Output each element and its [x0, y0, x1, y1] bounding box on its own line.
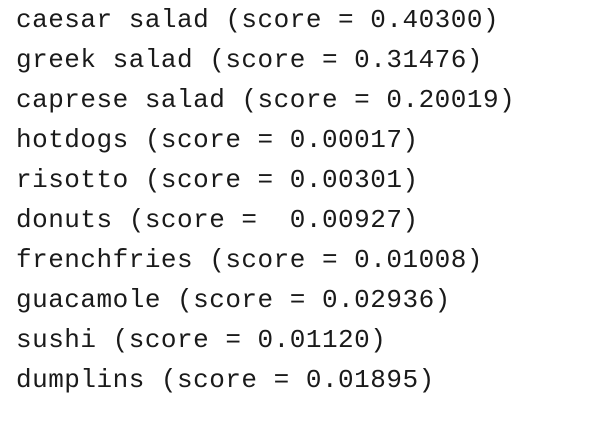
list-item: guacamole (score = 0.02936): [16, 285, 451, 315]
list-item: frenchfries (score = 0.01008): [16, 245, 483, 275]
list-item: risotto (score = 0.00301): [16, 165, 419, 195]
list-item: caprese salad (score = 0.20019): [16, 85, 516, 115]
list-item: hotdogs (score = 0.00017): [16, 125, 419, 155]
list-item: donuts (score = 0.00927): [16, 205, 419, 235]
list-item: dumplins (score = 0.01895): [16, 365, 435, 395]
score-list: caesar salad (score = 0.40300) greek sal…: [16, 0, 609, 400]
list-item: caesar salad (score = 0.40300): [16, 5, 500, 35]
list-item: sushi (score = 0.01120): [16, 325, 387, 355]
list-item: greek salad (score = 0.31476): [16, 45, 483, 75]
